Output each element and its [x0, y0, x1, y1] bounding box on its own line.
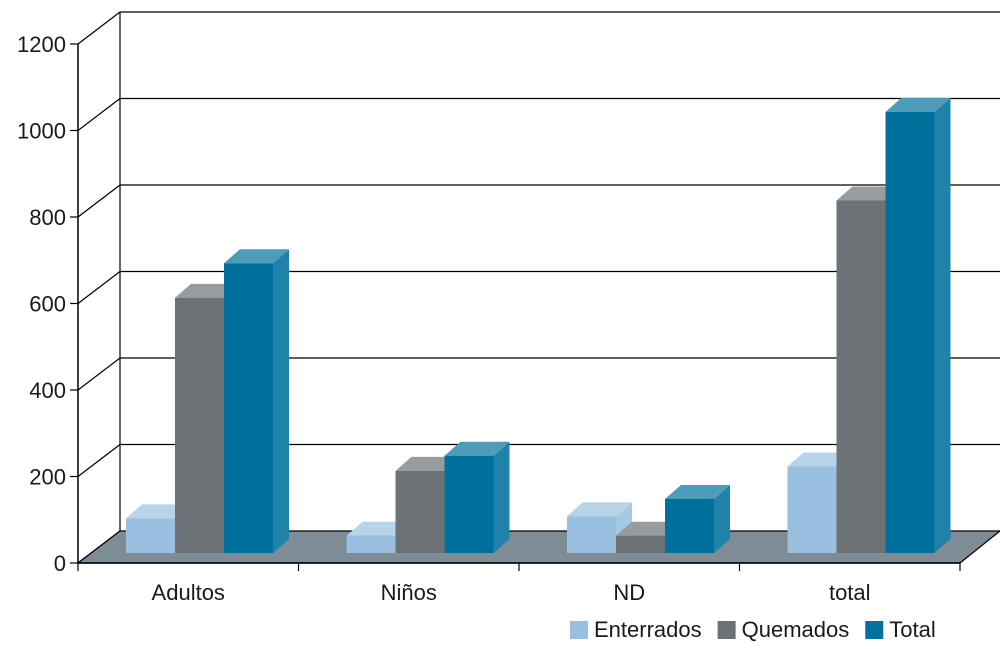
- bar-side: [493, 441, 510, 553]
- bar: [224, 263, 273, 553]
- y-tick-label: 600: [29, 292, 66, 317]
- legend-swatch: [865, 621, 884, 639]
- y-tick-label: 1200: [17, 32, 66, 57]
- bar-top: [175, 283, 240, 298]
- bar-top: [885, 97, 951, 112]
- bars: [126, 97, 951, 553]
- bar: [346, 535, 396, 553]
- bar: [836, 200, 886, 553]
- bar-top: [395, 456, 461, 471]
- y-tick-label: 400: [29, 378, 66, 403]
- side-wall-gridline: [77, 357, 121, 391]
- bar: [395, 470, 445, 553]
- side-wall-gridline: [77, 444, 121, 477]
- side-wall-gridline: [77, 271, 121, 304]
- x-category-label: Adultos: [152, 580, 225, 605]
- bar: [126, 518, 175, 553]
- bar: [444, 455, 494, 553]
- x-category-label: ND: [613, 580, 645, 605]
- bar: [665, 498, 714, 553]
- side-wall-gridline: [77, 98, 121, 131]
- bar: [175, 297, 224, 553]
- bar-top: [665, 484, 730, 499]
- bar-top: [346, 521, 412, 536]
- y-tick-label: 1000: [17, 119, 66, 144]
- bar-top: [836, 186, 902, 201]
- bar-top: [787, 452, 853, 467]
- bar: [885, 111, 935, 553]
- y-axis: 0 200 400 600 800 1000 1200: [17, 32, 79, 576]
- bar-side: [273, 249, 289, 553]
- bar-side: [934, 97, 951, 553]
- x-axis: Adultos Niños ND total: [77, 562, 961, 605]
- bar-top: [126, 504, 191, 519]
- bar-top: [616, 521, 681, 536]
- bar-top: [224, 249, 289, 264]
- y-tick-label: 200: [29, 465, 66, 490]
- x-category-label: Niños: [381, 580, 437, 605]
- y-tick-label: 800: [29, 205, 66, 230]
- bar-side: [714, 484, 730, 553]
- x-category-label: total: [829, 580, 871, 605]
- side-wall-gridline: [77, 184, 121, 218]
- bar: [616, 535, 665, 553]
- bar: [567, 516, 616, 553]
- y-tick-label: 0: [54, 551, 66, 576]
- legend-swatch: [570, 621, 588, 639]
- legend-swatch: [717, 621, 736, 639]
- legend-label: Total: [889, 617, 935, 642]
- legend-label: Quemados: [742, 617, 850, 642]
- side-wall-gridline: [77, 11, 121, 45]
- bar: [787, 466, 837, 553]
- bar-top: [567, 502, 632, 517]
- legend-label: Enterrados: [594, 617, 702, 642]
- legend: Enterrados Quemados Total: [570, 617, 936, 642]
- bar-top: [444, 441, 510, 456]
